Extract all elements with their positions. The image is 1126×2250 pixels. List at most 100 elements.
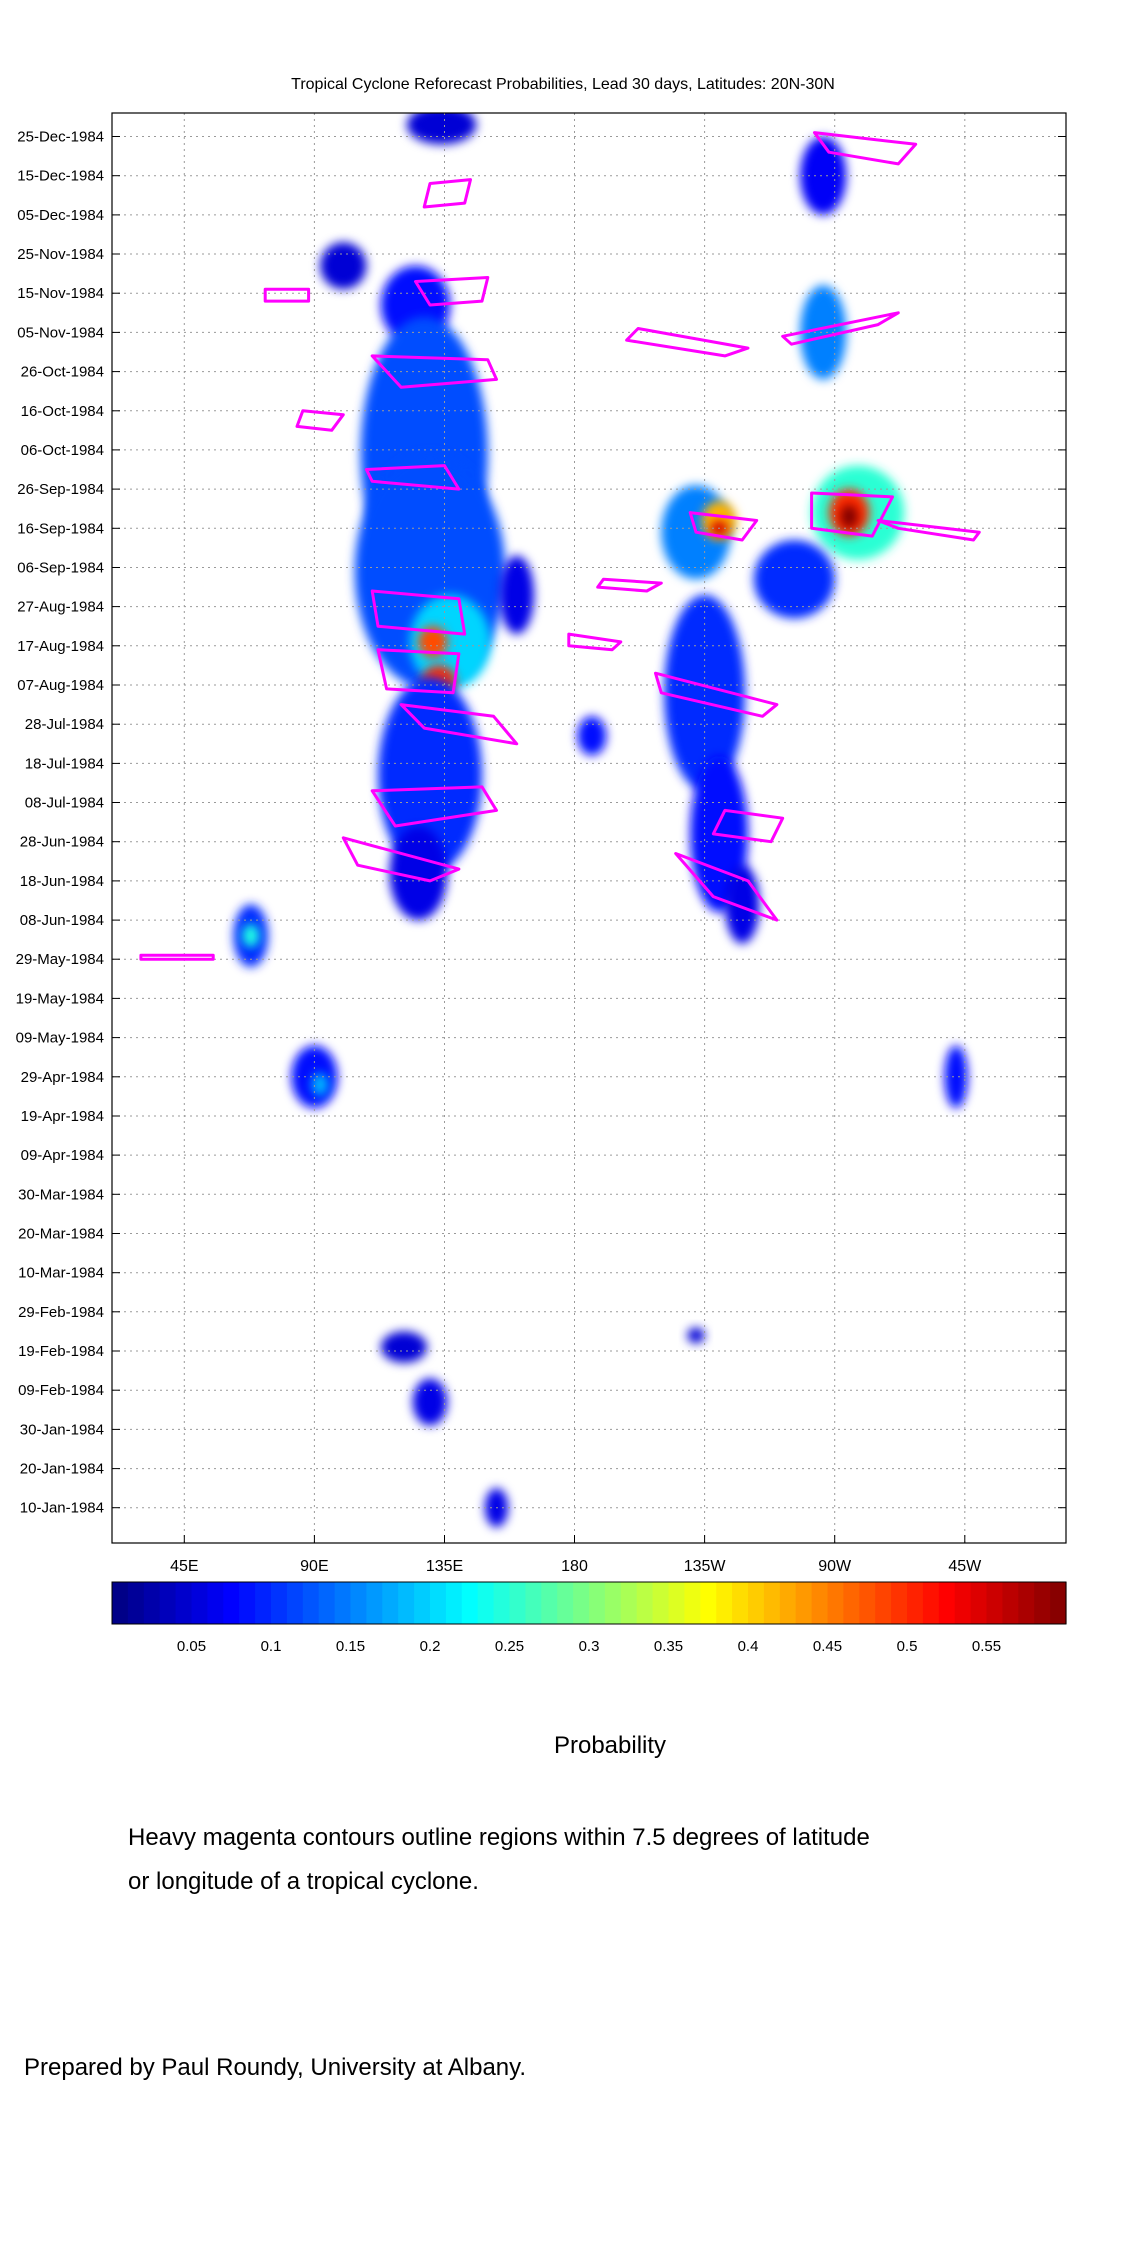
tc-contour-1 [414,276,490,307]
colorbar-segment-52 [938,1582,956,1624]
colorbar-tick-label: 0.45 [813,1638,842,1655]
y-tick-label: 29-Apr-1984 [21,1069,104,1086]
x-tick-labels: 45E 90E 135E 180 135W 90W 45W [170,1535,982,1575]
y-tick-label: 09-Apr-1984 [21,1147,104,1164]
colorbar-segment-40 [748,1582,765,1624]
tc-contours [139,131,981,961]
colorbar-segment-58 [1034,1582,1051,1624]
colorbar-tick-label: 0.25 [495,1638,524,1655]
colorbar-segment-12 [302,1582,320,1624]
y-tick-label: 19-Apr-1984 [21,1108,104,1125]
colorbar-segment-25 [509,1582,526,1624]
probability-blob-5 [409,594,491,689]
colorbar-segment-7 [223,1582,240,1624]
colorbar-segment-9 [255,1582,272,1624]
colorbar-segment-3 [159,1582,177,1624]
colorbar-segment-27 [541,1582,558,1624]
colorbar-segment-13 [318,1582,336,1624]
colorbar-segment-15 [350,1582,367,1624]
probability-blob-1 [320,242,367,290]
x-tick-label: 180 [561,1558,588,1575]
probability-blob-19 [753,540,835,619]
x-tick-label: 135E [426,1558,463,1575]
colorbar-segment-43 [795,1582,813,1624]
colorbar-segment-11 [286,1582,304,1624]
y-tick-label: 09-May-1984 [16,1030,104,1047]
tc-contour-15 [654,671,779,718]
colorbar-segment-53 [954,1582,972,1624]
tc-contour-12 [688,511,759,542]
tc-contour-2 [370,354,498,389]
colorbar-tick-label: 0.55 [972,1638,1001,1655]
y-tick-label: 29-May-1984 [16,951,104,968]
y-tick-label: 10-Mar-1984 [18,1265,104,1282]
tc-contour-10 [781,311,900,346]
tc-contour-17 [674,852,779,922]
x-tick-label: 135W [684,1558,727,1575]
y-tick-label: 16-Oct-1984 [21,403,104,420]
colorbar-tick-label: 0.2 [420,1638,441,1655]
probability-blob-11 [800,285,847,380]
tc-contour-3 [364,464,461,491]
y-tick-label: 28-Jun-1984 [20,834,104,851]
colorbar-segment-55 [986,1582,1003,1624]
tc-contour-11 [813,131,918,166]
axes [111,112,1067,1544]
probability-blob-29 [380,1331,428,1363]
colorbar-segment-24 [493,1582,511,1624]
credit-text: Prepared by Paul Roundy, University at A… [24,2054,527,2081]
colorbar-segment-36 [684,1582,701,1624]
chart-title: Tropical Cyclone Reforecast Probabilitie… [291,76,835,93]
tc-contour-0 [422,178,472,209]
y-tick-label: 19-May-1984 [16,990,104,1007]
colorbar-segment-34 [652,1582,670,1624]
colorbar-segment-48 [875,1582,892,1624]
caption-note: Heavy magenta contours outline regions w… [128,1816,948,1904]
tc-contour-9 [625,327,750,358]
colorbar-segment-28 [557,1582,574,1624]
probability-blob-28 [944,1045,968,1109]
y-tick-label: 06-Sep-1984 [17,560,104,577]
colorbar-segment-14 [334,1582,352,1624]
y-tick-label: 19-Feb-1984 [18,1343,104,1360]
colorbar-tick-label: 0.3 [579,1638,600,1655]
colorbar-label: Probability [553,1732,667,1759]
probability-blob-10 [499,555,534,635]
y-tick-label: 30-Mar-1984 [18,1186,104,1203]
colorbar-tick-label: 0.4 [738,1638,759,1655]
colorbar-segment-1 [127,1582,145,1624]
y-tick-label: 28-Jul-1984 [25,716,104,733]
tc-contour-6 [399,703,519,746]
y-tick-label: 26-Oct-1984 [21,364,104,381]
colorbar-segment-56 [1002,1582,1019,1624]
colorbar-tick-label: 0.1 [261,1638,282,1655]
probability-blob-20 [664,594,746,791]
y-tick-label: 20-Mar-1984 [18,1226,104,1243]
probability-field [233,113,968,1528]
tc-contour-18 [295,409,345,432]
colorbar: 0.05 0.1 0.15 0.2 0.25 0.3 0.35 0.4 0.45 0.5 0.55 [111,1581,1067,1655]
caption-line-2: or longitude of a tropical cyclone. [128,1868,479,1895]
colorbar-segment-17 [382,1582,399,1624]
colorbar-frame [111,1581,1067,1625]
x-tick-label: 90W [818,1558,852,1575]
tc-contour-13 [810,491,894,538]
colorbar-segment-4 [175,1582,193,1624]
colorbar-segment-46 [843,1582,860,1624]
colorbar-segment-59 [1050,1582,1067,1624]
colorbar-segment-54 [970,1582,988,1624]
probability-blob-27 [311,1072,329,1097]
caption-line-1: Heavy magenta contours outline regions w… [128,1824,870,1851]
colorbar-segment-42 [779,1582,797,1624]
colorbar-segment-21 [445,1582,463,1624]
colorbar-tick-label: 0.5 [897,1638,918,1655]
colorbar-segment-10 [271,1582,288,1624]
colorbar-segment-8 [239,1582,256,1624]
colorbar-segment-2 [143,1582,161,1624]
probability-blob-25 [242,923,260,948]
colorbar-segment-31 [604,1582,622,1624]
y-tick-label: 06-Oct-1984 [21,442,104,459]
colorbar-segment-29 [573,1582,590,1624]
colorbar-segment-23 [477,1582,495,1624]
colorbar-segment-6 [207,1582,224,1624]
